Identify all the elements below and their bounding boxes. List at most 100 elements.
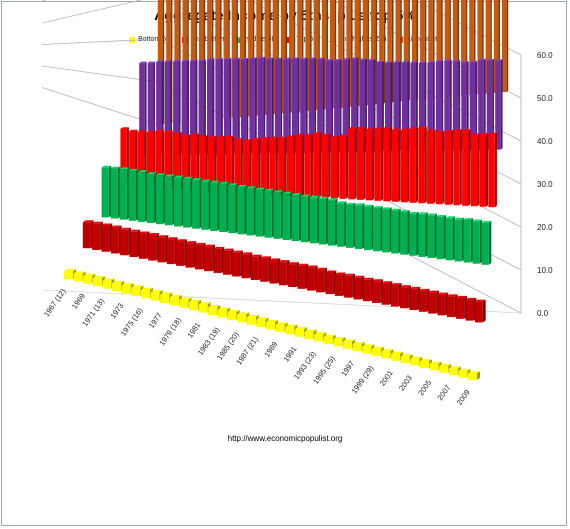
bar <box>120 227 131 256</box>
bar-top <box>137 170 148 173</box>
bar-front <box>121 285 131 294</box>
bar-top <box>481 220 492 223</box>
bar-front <box>207 59 213 155</box>
bar-top <box>157 235 169 238</box>
bar-front <box>304 331 314 340</box>
bar-top <box>354 203 365 206</box>
bar-side <box>301 133 305 197</box>
bar-top <box>286 135 296 138</box>
bar-top <box>410 356 423 360</box>
x-tick-label: 1979 (18) <box>157 315 183 347</box>
bar-front <box>272 0 278 114</box>
bar-top <box>160 292 173 295</box>
bar-front <box>300 59 306 153</box>
bar-front <box>400 287 409 309</box>
bar-top <box>465 297 477 300</box>
bar <box>282 191 293 240</box>
bar <box>215 58 223 155</box>
x-tick-label: 1969 <box>70 292 87 311</box>
bar-side <box>459 129 462 206</box>
bar-front <box>83 275 93 284</box>
bar-front <box>352 344 362 352</box>
bar-front <box>297 0 302 112</box>
bar-front <box>225 137 232 193</box>
bar <box>101 165 112 218</box>
bar-front <box>260 258 269 282</box>
bar-front <box>256 0 261 116</box>
bar <box>391 208 401 254</box>
bar <box>208 135 217 192</box>
bar-front <box>485 0 491 94</box>
bar-front <box>227 312 237 320</box>
bar <box>260 256 271 282</box>
bar-front <box>472 221 480 264</box>
bar-top <box>365 128 375 130</box>
bar <box>274 57 283 154</box>
bar-front <box>232 59 238 155</box>
x-tick-label: 1971 (13) <box>80 296 106 328</box>
bar-front <box>266 322 275 330</box>
bar-front <box>208 307 218 316</box>
bar <box>321 133 331 198</box>
bar-front <box>264 0 270 115</box>
bar <box>110 225 122 254</box>
bar-front <box>288 264 297 288</box>
bar-top <box>250 254 262 257</box>
bar-front <box>119 169 127 220</box>
bar <box>486 59 495 150</box>
bar <box>309 195 320 244</box>
legend-swatch <box>235 36 242 43</box>
bar-front <box>237 186 245 235</box>
bar-front <box>469 62 476 151</box>
bar-front <box>327 200 336 246</box>
bar-front <box>246 188 254 236</box>
gridline <box>41 87 159 126</box>
bar <box>479 132 489 207</box>
bar-front <box>291 59 298 154</box>
bar-front <box>391 210 399 254</box>
bar-side <box>246 57 249 155</box>
bar-top <box>351 57 359 59</box>
bar-side <box>266 137 270 195</box>
bar-front <box>280 0 286 114</box>
bar-top <box>486 59 495 61</box>
bar-front <box>285 326 295 335</box>
bar-top <box>181 59 189 62</box>
bar <box>283 57 291 154</box>
bar-top <box>274 57 283 60</box>
bar-front <box>129 131 136 188</box>
bar-top <box>129 229 141 232</box>
bar <box>400 128 410 203</box>
bar-front <box>418 214 426 257</box>
bar-top <box>101 223 113 226</box>
bar <box>194 242 206 270</box>
y-tick-label: 0.0 <box>537 309 549 318</box>
bar-front <box>148 235 157 261</box>
bar <box>353 275 365 300</box>
bar-top <box>297 263 309 266</box>
bar <box>273 190 284 239</box>
bar-front <box>198 61 205 155</box>
bar-side <box>275 136 278 195</box>
bar <box>138 231 150 259</box>
bar <box>269 136 278 195</box>
bar <box>418 212 428 257</box>
bar <box>383 126 392 202</box>
bar <box>269 258 281 284</box>
bar-front <box>428 0 433 100</box>
bar-front <box>383 128 390 202</box>
bar <box>495 59 503 150</box>
bar-front <box>164 61 171 156</box>
bar-top <box>92 221 103 224</box>
source-url: http://www.economicpopulist.org <box>227 434 343 443</box>
bar-front <box>318 198 326 245</box>
bar-front <box>155 131 162 189</box>
bar-top <box>479 132 489 135</box>
bar-front <box>409 213 417 256</box>
bar-side <box>365 58 367 152</box>
bar-front <box>382 209 390 253</box>
bar-side <box>229 57 232 155</box>
bar-top <box>372 279 383 282</box>
bar-front <box>462 130 469 206</box>
bar <box>181 134 191 191</box>
